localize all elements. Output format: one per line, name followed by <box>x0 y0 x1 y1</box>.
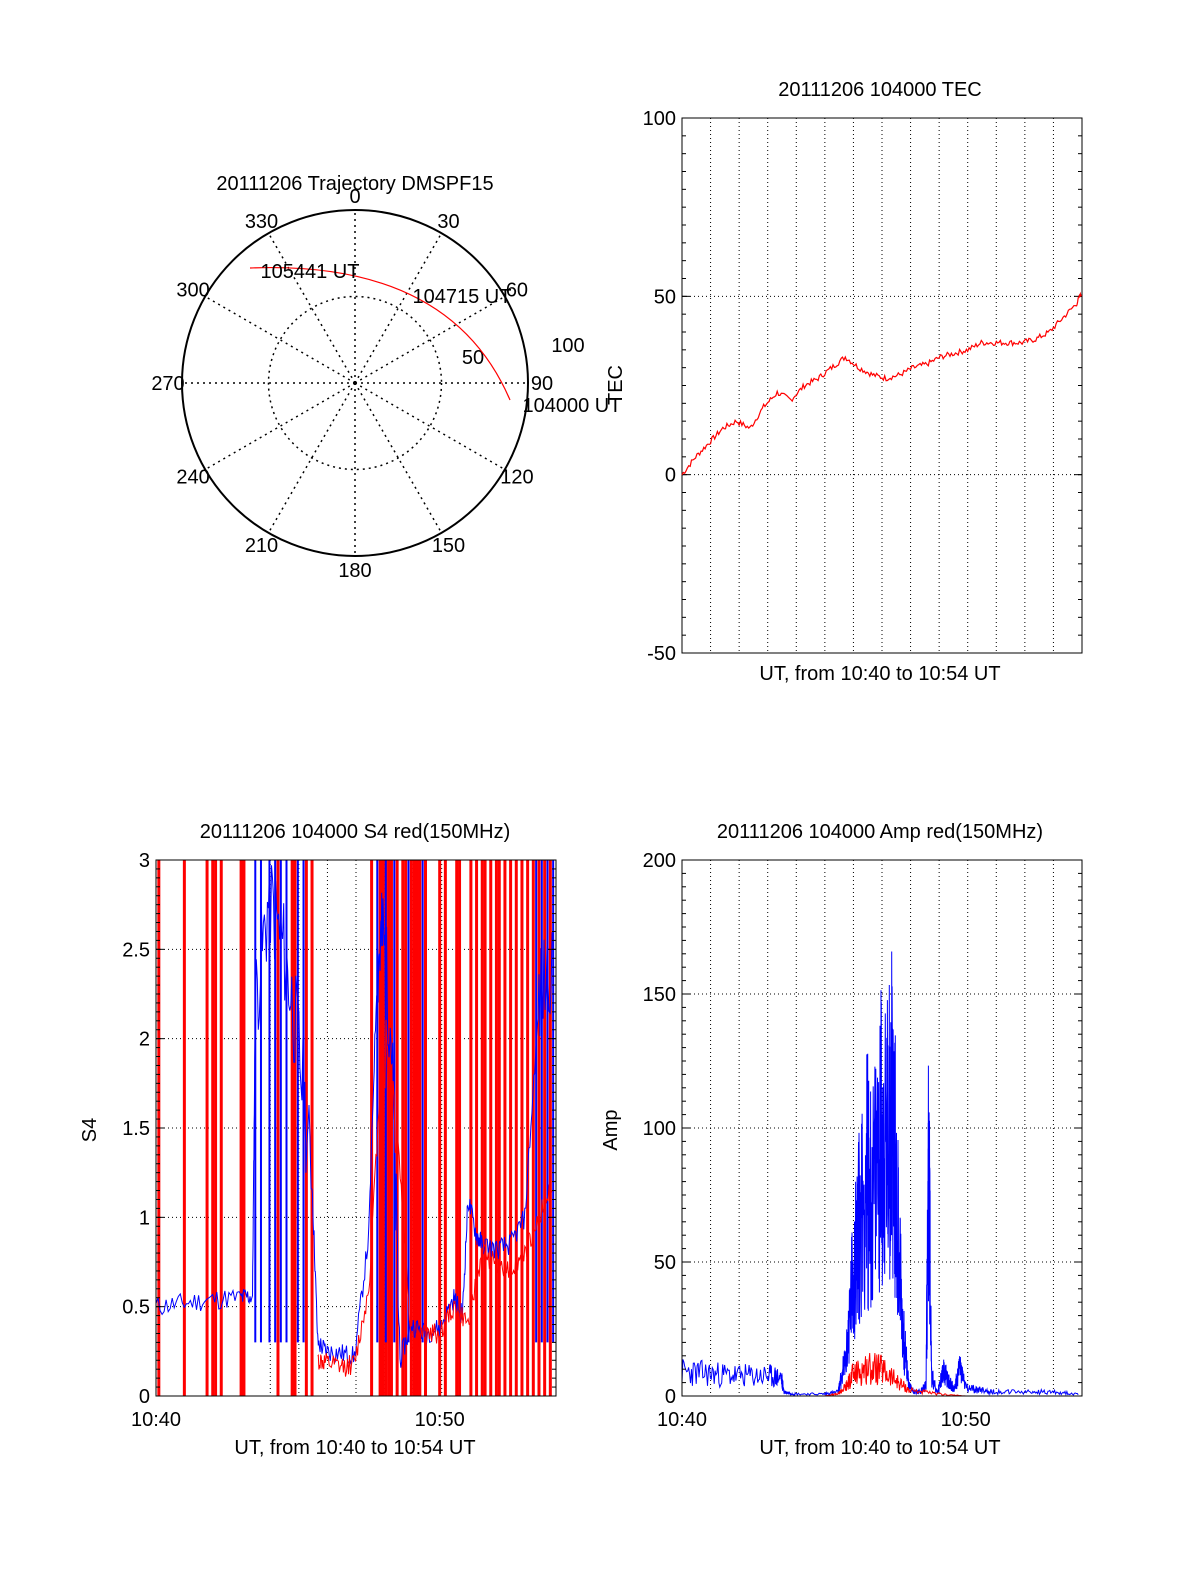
trajectory-line <box>249 266 511 401</box>
tec-plot: 20111206 104000 TEC -50 0 50 100 UT, from 1… <box>605 79 1083 685</box>
amp-title: 20111206 104000 Amp red(150MHz) <box>717 821 1043 843</box>
tec-ylabel: TEC <box>605 365 627 405</box>
polar-spoke <box>354 382 506 471</box>
polar-azimuth-label: 180 <box>338 560 371 582</box>
tec-xlabel: UT, from 10:40 to 10:54 UT <box>759 663 1000 685</box>
polar-azimuth-label: 90 <box>531 373 553 395</box>
polar-azimuth-label: 300 <box>176 280 209 302</box>
y-tick-label: 50 <box>654 286 676 308</box>
y-tick-label: -50 <box>647 643 676 665</box>
amp-series-blue <box>681 951 1079 1397</box>
trajectory-polar-plot: 20111206 Trajectory DMSPF15 0 30 60 90 120 15… <box>151 173 621 582</box>
amp-series-red <box>682 1352 1076 1397</box>
y-tick-label: 1.5 <box>122 1118 150 1140</box>
s4-series-red <box>317 1019 553 1377</box>
x-tick-label: 10:50 <box>941 1409 991 1431</box>
polar-azimuth-label: 30 <box>437 211 459 233</box>
polar-elevation-label: 50 <box>462 347 484 369</box>
s4-plot: 20111206 104000 S4 red(150MHz) 0 0.5 1 1.5 2… <box>79 821 557 1459</box>
tec-series-line <box>681 291 1083 476</box>
y-tick-label: 2.5 <box>122 939 150 961</box>
polar-azimuth-label: 60 <box>506 280 528 302</box>
y-tick-label: 3 <box>139 850 150 872</box>
polar-outer-circle <box>181 209 529 557</box>
y-tick-label: 150 <box>643 984 676 1006</box>
s4-series-blue <box>155 859 553 1368</box>
polar-azimuth-label: 0 <box>349 186 360 208</box>
y-tick-label: 0 <box>665 465 676 487</box>
y-tick-label: 50 <box>654 1252 676 1274</box>
y-tick-label: 100 <box>643 108 676 130</box>
s4-title: 20111206 104000 S4 red(150MHz) <box>200 821 511 843</box>
y-tick-label: 0.5 <box>122 1297 150 1319</box>
polar-spoke <box>267 232 356 384</box>
polar-azimuth-label: 330 <box>245 211 278 233</box>
y-tick-label: 2 <box>139 1029 150 1051</box>
polar-spoke <box>267 382 356 534</box>
amp-plot: 20111206 104000 Amp red(150MHz) 0 50 100 15… <box>600 821 1083 1459</box>
trajectory-annotation: 104715 UT <box>413 286 512 308</box>
polar-azimuth-label: 150 <box>432 535 465 557</box>
polar-spoke <box>354 382 443 534</box>
amp-xlabel: UT, from 10:40 to 10:54 UT <box>759 1437 1000 1459</box>
polar-azimuth-label: 240 <box>176 467 209 489</box>
amp-ylabel: Amp <box>600 1109 622 1150</box>
polar-azimuth-label: 120 <box>500 467 533 489</box>
x-tick-label: 10:40 <box>131 1409 181 1431</box>
polar-spoke <box>204 382 356 471</box>
y-tick-label: 0 <box>139 1386 150 1408</box>
y-tick-label: 200 <box>643 850 676 872</box>
polar-azimuth-label: 270 <box>151 373 184 395</box>
x-tick-label: 10:50 <box>415 1409 465 1431</box>
y-tick-label: 1 <box>139 1207 150 1229</box>
polar-elevation-label: 100 <box>551 335 584 357</box>
trajectory-title: 20111206 Trajectory DMSPF15 <box>216 173 493 195</box>
trajectory-annotation: 105441 UT <box>261 261 360 283</box>
x-tick-label: 10:40 <box>657 1409 707 1431</box>
trajectory-annotation: 104000 UT <box>523 395 622 417</box>
tec-title: 20111206 104000 TEC <box>778 79 982 101</box>
polar-spoke <box>204 295 356 384</box>
polar-spoke <box>354 295 506 384</box>
y-tick-label: 0 <box>665 1386 676 1408</box>
polar-azimuth-label: 210 <box>245 535 278 557</box>
polar-grid-circle <box>267 295 443 471</box>
polar-spoke <box>354 232 443 384</box>
s4-xlabel: UT, from 10:40 to 10:54 UT <box>234 1437 475 1459</box>
s4-ylabel: S4 <box>79 1118 101 1142</box>
y-tick-label: 100 <box>643 1118 676 1140</box>
